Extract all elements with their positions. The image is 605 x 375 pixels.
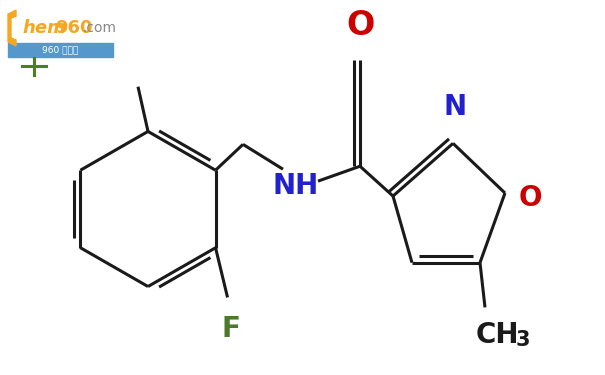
Text: N: N <box>443 93 466 122</box>
Text: O: O <box>518 184 541 212</box>
Text: 960 化工网: 960 化工网 <box>42 45 78 54</box>
Text: 3: 3 <box>515 330 530 350</box>
Text: hem: hem <box>22 19 66 37</box>
Polygon shape <box>8 10 16 46</box>
Text: F: F <box>221 315 240 344</box>
Text: .com: .com <box>82 21 116 35</box>
Bar <box>8 43 113 57</box>
Text: CH: CH <box>476 321 518 349</box>
Text: 960: 960 <box>55 19 93 37</box>
Text: NH: NH <box>273 172 319 200</box>
Text: O: O <box>346 9 374 42</box>
